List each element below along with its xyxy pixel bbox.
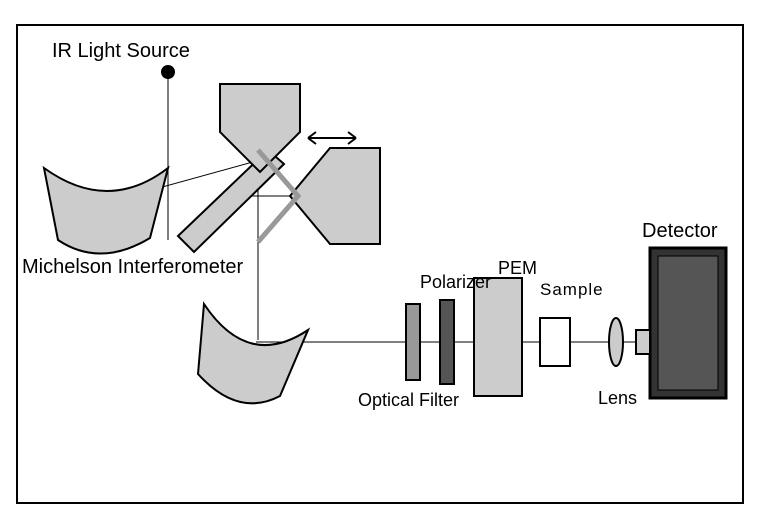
- label-ir-source: IR Light Source: [52, 40, 190, 63]
- label-optical-filter: Optical Filter: [358, 390, 459, 411]
- label-polarizer: Polarizer: [420, 272, 491, 293]
- label-pem: PEM: [498, 258, 537, 279]
- diagram-canvas: IR Light Source Michelson Interferometer…: [0, 0, 757, 528]
- detector-inner-icon: [658, 256, 718, 390]
- lens-icon: [609, 318, 623, 366]
- curved-mirror-left-icon: [44, 168, 168, 254]
- optical-filter-icon: [406, 304, 420, 380]
- curved-mirror-bottom-icon: [198, 304, 308, 403]
- retroreflector-top-icon: [220, 84, 300, 172]
- pem-icon: [474, 278, 522, 396]
- sample-icon: [540, 318, 570, 366]
- retroreflector-right-icon: [290, 148, 380, 244]
- label-lens: Lens: [598, 388, 637, 409]
- label-michelson: Michelson Interferometer: [22, 256, 243, 279]
- label-detector: Detector: [642, 220, 718, 243]
- move-arrow-icon: [308, 132, 356, 144]
- label-sample: Sample: [540, 280, 604, 300]
- ir-source-dot-icon: [161, 65, 175, 79]
- polarizer-icon: [440, 300, 454, 384]
- detector-nose-icon: [636, 330, 650, 354]
